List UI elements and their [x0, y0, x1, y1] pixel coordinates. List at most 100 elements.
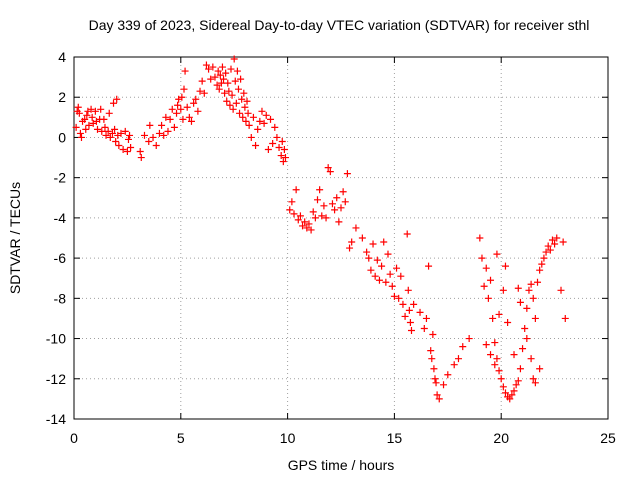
data-point	[551, 240, 559, 248]
data-point	[328, 200, 336, 208]
data-point	[519, 345, 527, 353]
data-point	[215, 85, 223, 93]
data-point	[301, 218, 309, 226]
data-point	[168, 105, 176, 113]
data-point	[333, 194, 341, 202]
data-point	[83, 111, 91, 119]
data-point	[529, 294, 537, 302]
data-point	[229, 105, 237, 113]
data-point	[487, 351, 495, 359]
data-point	[390, 292, 398, 300]
data-point	[404, 286, 412, 294]
data-point	[239, 113, 247, 121]
data-point	[373, 256, 381, 264]
data-point	[538, 260, 546, 268]
data-point	[320, 202, 328, 210]
y-tick-label: -10	[46, 331, 66, 347]
data-point	[316, 186, 324, 194]
data-point	[489, 314, 497, 322]
data-point	[140, 131, 148, 139]
data-point	[126, 131, 134, 139]
data-point	[149, 133, 157, 141]
data-point	[227, 65, 235, 73]
data-point	[523, 304, 531, 312]
data-point	[242, 117, 250, 125]
data-point	[273, 133, 281, 141]
data-point	[305, 220, 313, 228]
data-point	[178, 93, 186, 101]
data-point	[495, 310, 503, 318]
data-point	[160, 131, 168, 139]
data-point	[238, 95, 246, 103]
data-point	[228, 91, 236, 99]
data-point	[183, 103, 191, 111]
data-point	[525, 286, 533, 294]
data-point	[264, 146, 272, 154]
data-point	[226, 101, 234, 109]
data-point	[205, 65, 213, 73]
data-point	[384, 250, 392, 258]
x-axis-ticks: 0 5 10 15 20 25	[70, 57, 616, 446]
data-point	[521, 325, 529, 332]
data-point	[380, 238, 388, 246]
data-point	[211, 73, 219, 81]
data-point	[278, 137, 286, 145]
data-point	[207, 75, 215, 83]
data-point	[91, 107, 99, 115]
data-point	[459, 343, 467, 351]
data-point	[529, 375, 537, 383]
data-point	[553, 234, 561, 242]
data-point	[378, 262, 386, 270]
data-point	[480, 282, 488, 290]
data-point	[365, 254, 373, 262]
data-point	[81, 115, 89, 123]
data-point	[495, 367, 503, 375]
data-point	[337, 204, 345, 212]
y-tick-label: -6	[54, 250, 67, 266]
data-point	[487, 276, 495, 284]
data-point	[111, 125, 119, 133]
data-point	[280, 146, 288, 154]
data-point	[527, 280, 535, 288]
data-point	[430, 365, 438, 373]
data-point	[478, 254, 486, 262]
data-point	[559, 238, 567, 246]
data-point	[202, 61, 210, 69]
data-point	[231, 77, 239, 85]
data-point	[209, 63, 217, 71]
data-point	[561, 314, 569, 322]
data-point	[269, 139, 277, 147]
data-point	[108, 129, 116, 137]
data-point	[256, 117, 264, 125]
data-point	[222, 69, 230, 77]
data-point	[303, 224, 311, 232]
y-tick-label: -2	[54, 170, 67, 186]
y-tick-label: -8	[54, 290, 67, 306]
data-point	[548, 236, 556, 244]
data-point	[98, 127, 106, 135]
data-point	[299, 222, 307, 230]
data-point	[190, 99, 198, 107]
data-point	[105, 109, 113, 117]
data-point	[386, 270, 394, 278]
data-point	[97, 105, 105, 113]
data-point	[166, 115, 174, 123]
data-point	[395, 294, 403, 302]
data-point	[252, 141, 260, 149]
data-point	[465, 335, 473, 343]
data-point	[294, 216, 302, 224]
data-point	[454, 355, 462, 363]
data-point	[534, 278, 542, 286]
data-point	[416, 308, 424, 316]
data-point	[74, 103, 82, 111]
data-point	[444, 371, 452, 379]
data-point	[164, 127, 172, 135]
data-point	[290, 210, 298, 218]
data-point	[286, 206, 294, 214]
data-point	[557, 286, 565, 294]
data-point	[484, 294, 492, 302]
data-point	[110, 99, 118, 107]
data-point	[100, 115, 108, 123]
y-tick-label: 2	[58, 89, 66, 105]
